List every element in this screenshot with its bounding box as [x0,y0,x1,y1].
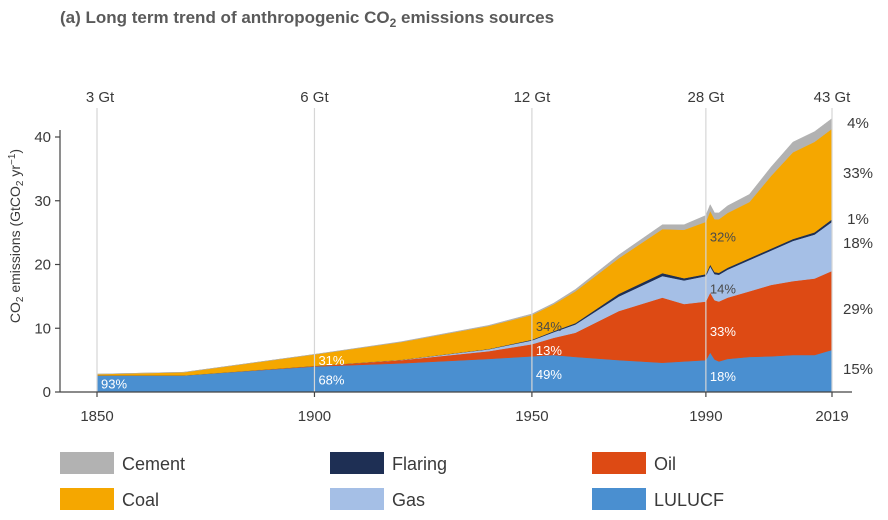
y-label-sub-2: 2 [15,180,26,186]
legend-swatch-lulucf [592,488,646,510]
share-label-coal-1900: 31% [318,353,344,368]
legend-label-lulucf: LULUCF [654,490,724,510]
right-share-labels: 4% 33% 1% 18% 29% 15% [843,115,873,378]
y-tick-label: 0 [43,384,51,401]
right-share-lulucf: 15% [843,361,873,378]
share-label-lulucf-1900: 68% [318,372,344,387]
chart-title-main: (a) Long term trend of anthropogenic CO [60,8,390,27]
y-tick-label: 40 [34,129,51,146]
total-label-2019: 43 Gt [814,89,852,106]
x-tick-label: 1900 [298,408,331,425]
x-tick-label: 1850 [80,408,113,425]
legend-label-gas: Gas [392,490,425,510]
total-label-1990: 28 Gt [688,89,726,106]
total-labels: 3 Gt 6 Gt 12 Gt 28 Gt 43 Gt [86,89,851,106]
right-share-gas: 18% [843,235,873,252]
legend-label-oil: Oil [654,454,676,474]
right-share-flaring: 1% [847,211,869,228]
total-label-1900: 6 Gt [300,89,329,106]
y-label-superscript: −1 [7,153,18,165]
total-label-1850: 3 Gt [86,89,115,106]
share-label-oil-1950: 13% [536,343,562,358]
y-tick-label: 20 [34,257,51,274]
y-label-unit: yr [7,165,23,181]
y-label-end: ) [7,149,23,154]
y-label-sub-1: 2 [15,296,26,302]
legend-label-flaring: Flaring [392,454,447,474]
total-label-1950: 12 Gt [514,89,552,106]
x-tick-label: 2019 [815,408,848,425]
legend-swatch-oil [592,452,646,474]
legend-label-coal: Coal [122,490,159,510]
marker-lines [96,108,833,392]
chart-title-subscript: 2 [390,16,397,30]
chart-title: (a) Long term trend of anthropogenic CO2… [60,8,554,30]
legend-swatch-gas [330,488,384,510]
share-label-coal-1950: 34% [536,319,562,334]
legend-swatch-flaring [330,452,384,474]
share-annotations: 93% 68% 31% 49% 13% 34% 18% 33% 14% 32% [101,229,736,391]
share-label-lulucf-1850: 93% [101,377,127,392]
right-share-coal: 33% [843,165,873,182]
legend: Cement Flaring Oil Coal Gas LULUCF [60,452,724,510]
y-axis-label: CO2 emissions (GtCO2 yr−1) [7,149,26,323]
share-label-lulucf-1990: 18% [710,369,736,384]
share-label-gas-1990: 14% [710,282,736,297]
stacked-areas [96,117,833,393]
right-share-oil: 29% [843,301,873,318]
chart-title-end: emissions sources [396,8,554,27]
y-tick-label: 30 [34,193,51,210]
right-share-cement: 4% [847,115,869,132]
y-label-mid: emissions (GtCO [7,186,23,297]
legend-label-cement: Cement [122,454,185,474]
share-label-oil-1990: 33% [710,324,736,339]
share-label-coal-1990: 32% [710,229,736,244]
share-label-lulucf-1950: 49% [536,367,562,382]
legend-swatch-cement [60,452,114,474]
x-tick-label: 1990 [689,408,722,425]
y-tick-label: 10 [34,320,51,337]
x-tick-label: 1950 [515,408,548,425]
legend-swatch-coal [60,488,114,510]
axes: 0 10 20 30 40 1850 1900 1950 1990 2019 [34,129,852,425]
y-label-co: CO [7,302,23,323]
